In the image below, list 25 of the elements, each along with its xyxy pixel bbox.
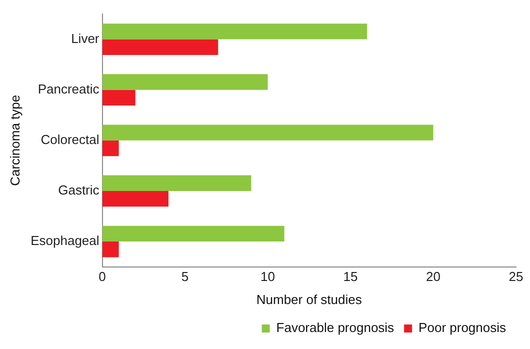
y-tick-label: Pancreatic	[38, 81, 100, 96]
bar	[102, 24, 368, 40]
bar	[102, 140, 119, 156]
x-tick-label: 0	[98, 269, 106, 284]
bar	[102, 124, 434, 140]
x-axis-title: Number of studies	[256, 292, 362, 307]
y-tick-label: Esophageal	[30, 233, 100, 248]
bar	[102, 39, 218, 55]
legend-label: Favorable prognosis	[276, 320, 395, 336]
y-tick-label: Colorectal	[40, 132, 100, 147]
bar	[102, 242, 119, 258]
bar	[102, 175, 252, 191]
y-tick-label: Liver	[71, 30, 100, 46]
x-tick-label: 10	[260, 269, 275, 284]
x-tick-label: 5	[181, 269, 189, 284]
y-tick-label: Gastric	[58, 182, 100, 198]
bar	[102, 74, 268, 90]
bar	[102, 90, 136, 106]
bar	[102, 190, 168, 207]
bar	[102, 226, 284, 242]
x-tick-label: 15	[343, 269, 358, 284]
x-tick-label: 25	[508, 269, 524, 284]
legend-label: Poor prognosis	[418, 320, 506, 336]
y-axis-title: Carcinoma type	[7, 94, 22, 186]
x-tick-label: 20	[426, 269, 440, 284]
